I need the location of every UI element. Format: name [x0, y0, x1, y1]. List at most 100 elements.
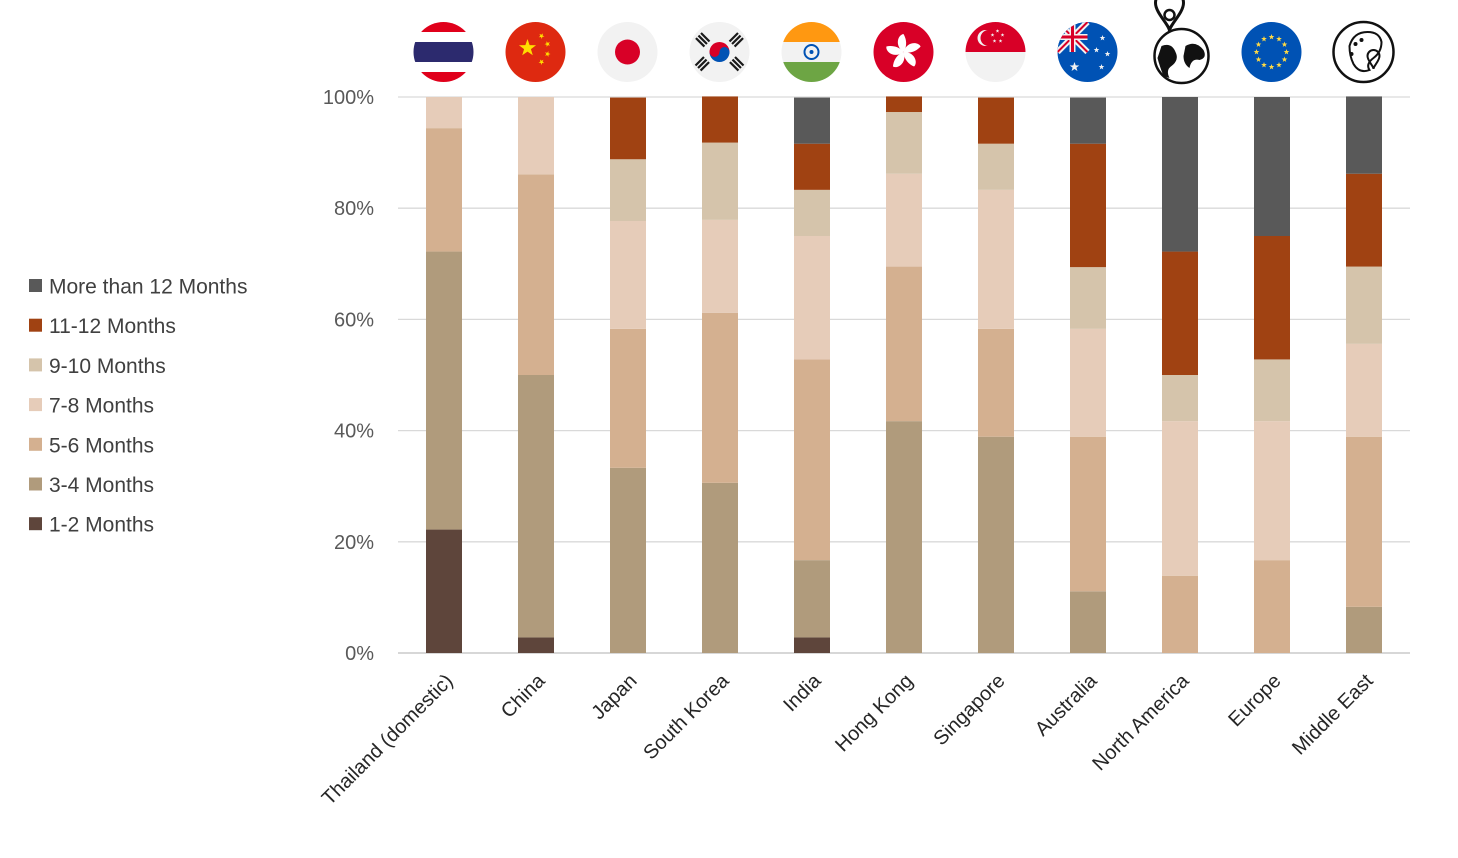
thailand-flag-icon: [413, 22, 474, 82]
bar-segment-5-6-months: [1070, 436, 1106, 592]
x-tick-label: Middle East: [1288, 670, 1378, 760]
x-tick-label: China: [497, 669, 550, 722]
bar-segment-11-12-months: [886, 96, 922, 113]
china-flag-icon: [505, 22, 566, 82]
bar-segment-5-6-months: [978, 328, 1014, 437]
bar-segment-7-8-months: [1254, 421, 1290, 561]
legend-item-1-2-months: 1-2 Months: [29, 514, 154, 537]
bar-segment-1-2-months: [426, 529, 462, 653]
y-axis-tick-labels: 0% 20% 40% 60% 80% 100%: [323, 87, 374, 665]
bar-segment-9-10-months: [794, 189, 830, 236]
bar-segment-3-4-months: [518, 375, 554, 638]
singapore-flag-icon: [965, 22, 1026, 82]
legend-item-11-12-months: 11-12 Months: [29, 315, 176, 338]
bar-segment-7-8-months: [978, 189, 1014, 329]
bar-segment-7-8-months: [702, 219, 738, 313]
x-tick-label: Thailand (domestic): [318, 670, 458, 810]
bar-segment-5-6-months: [1162, 575, 1198, 653]
bar-segment-3-4-months: [1070, 591, 1106, 653]
y-tick-label: 60%: [334, 309, 374, 331]
bar-segment-9-10-months: [886, 112, 922, 174]
bar-segment-9-10-months: [1162, 375, 1198, 422]
bar-segment-9-10-months: [1346, 266, 1382, 344]
y-tick-label: 100%: [323, 87, 374, 109]
hong-kong-flag-icon: [873, 22, 934, 82]
legend-item-3-4-months: 3-4 Months: [29, 474, 154, 497]
legend-swatch: [29, 477, 42, 491]
north-america-globe-pin-icon: [1153, 0, 1210, 85]
bar-segment-7-8-months: [610, 220, 646, 329]
bar-segment-7-8-months: [794, 236, 830, 360]
legend-label: 3-4 Months: [49, 474, 154, 497]
bar-segment-3-4-months: [978, 436, 1014, 653]
bar-segment-5-6-months: [518, 174, 554, 375]
bar-stack-north-america: [1162, 97, 1198, 653]
bar-stack-india: [794, 97, 830, 653]
y-tick-label: 0%: [345, 643, 374, 665]
x-tick-label: Japan: [587, 670, 641, 724]
bar-segment-more-than-12-months: [1254, 97, 1290, 236]
bar-segment-11-12-months: [794, 143, 830, 190]
bar-stack-europe: [1254, 97, 1290, 653]
legend-label: 5-6 Months: [49, 434, 154, 457]
bar-segment-9-10-months: [702, 142, 738, 220]
bar-segment-3-4-months: [794, 560, 830, 638]
x-tick-label: South Korea: [639, 669, 734, 764]
y-tick-label: 40%: [334, 421, 374, 443]
bar-stack-china: [518, 97, 554, 653]
bar-segment-11-12-months: [978, 97, 1014, 144]
x-tick-label: India: [779, 669, 826, 716]
middle-east-map-icon: [1332, 20, 1395, 84]
legend-item-7-8-months: 7-8 Months: [29, 395, 154, 418]
bar-stack-middle-east: [1346, 96, 1382, 653]
legend-item-9-10-months: 9-10 Months: [29, 355, 166, 378]
bar-segment-1-2-months: [794, 637, 830, 653]
x-tick-label: Hong Kong: [831, 670, 917, 756]
legend-label: More than 12 Months: [49, 276, 247, 299]
bar-segment-7-8-months: [886, 173, 922, 267]
bar-stack-australia: [1070, 97, 1106, 653]
y-tick-label: 80%: [334, 198, 374, 220]
bar-segment-11-12-months: [1162, 251, 1198, 375]
bar-segment-5-6-months: [426, 128, 462, 252]
x-tick-label: North America: [1088, 669, 1194, 775]
bar-segment-7-8-months: [1070, 328, 1106, 437]
legend-swatch: [29, 517, 42, 531]
bar-segment-11-12-months: [1254, 236, 1290, 360]
bar-segment-11-12-months: [1070, 143, 1106, 268]
legend-label: 11-12 Months: [49, 315, 176, 338]
india-flag-icon: [781, 22, 842, 82]
south-korea-flag-icon: [689, 22, 750, 82]
bar-segment-3-4-months: [1346, 606, 1382, 653]
bar-stack-japan: [610, 97, 646, 653]
x-tick-label: Europe: [1224, 670, 1285, 731]
legend-label: 9-10 Months: [49, 355, 166, 378]
bar-segment-7-8-months: [1162, 421, 1198, 576]
bar-segment-9-10-months: [978, 143, 1014, 190]
legend: More than 12 Months 11-12 Months 9-10 Mont…: [29, 276, 247, 537]
bar-segment-5-6-months: [1254, 560, 1290, 653]
bar-segment-5-6-months: [610, 328, 646, 468]
bar-segment-9-10-months: [610, 159, 646, 221]
bar-segment-9-10-months: [1070, 267, 1106, 329]
bar-segment-5-6-months: [794, 359, 830, 561]
legend-label: 1-2 Months: [49, 514, 154, 537]
bar-segment-7-8-months: [426, 97, 462, 129]
x-tick-label: Singapore: [929, 670, 1009, 750]
bar-segment-7-8-months: [518, 97, 554, 175]
bar-stack-singapore: [978, 97, 1014, 653]
australia-flag-icon: [1057, 22, 1118, 82]
bar-segment-11-12-months: [1346, 173, 1382, 267]
bar-segment-11-12-months: [702, 96, 738, 143]
bar-segment-5-6-months: [886, 266, 922, 422]
bar-stack-hong-kong: [886, 96, 922, 653]
bar-segment-more-than-12-months: [1346, 96, 1382, 174]
y-tick-label: 20%: [334, 532, 374, 554]
category-icons: [413, 0, 1395, 85]
bar-segment-more-than-12-months: [1162, 97, 1198, 252]
legend-item-5-6-months: 5-6 Months: [29, 434, 154, 457]
legend-swatch: [29, 437, 42, 451]
bar-stack-south-korea: [702, 96, 738, 653]
